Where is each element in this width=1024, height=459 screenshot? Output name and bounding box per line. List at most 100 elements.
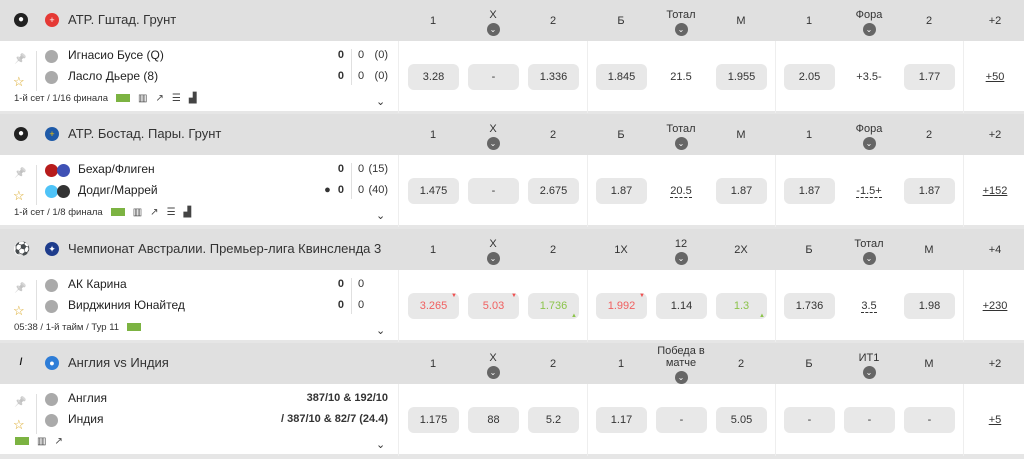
odds-button[interactable]: - [904, 407, 955, 433]
odds-button[interactable]: 3.28 [408, 64, 459, 90]
chevron-down-icon[interactable]: ⌄ [862, 137, 876, 150]
match-row[interactable]: 📌 ☆ Англия 387/10 & 192/10 Индия / 387/10 & 8… [0, 384, 1024, 456]
odds-button[interactable]: 1.14 [656, 293, 707, 319]
favorite-star-icon[interactable]: ☆ [13, 74, 25, 89]
odds-button[interactable]: 5.05 [716, 407, 767, 433]
team-name[interactable]: Игнасио Бусе (Q) [68, 48, 164, 62]
team-name[interactable]: Бехар/Флиген [78, 162, 155, 176]
lineup-icon[interactable]: ☰ [166, 207, 176, 218]
odds-button[interactable]: 1.87 [904, 178, 955, 204]
match-row[interactable]: 📌 ☆ АК Карина 0 0 Вирджиния Юнайтед 0 0 05:38 / … [0, 270, 1024, 342]
odds-button[interactable]: 1.475 [408, 178, 459, 204]
pin-icon[interactable]: 📌 [14, 54, 27, 65]
odds-value: 1.87 [610, 185, 633, 197]
odds-button[interactable]: 1.736 [784, 293, 835, 319]
expand-chevron-icon[interactable]: ⌄ [376, 96, 386, 108]
league-title[interactable]: ATP. Бостад. Пары. Грунт [68, 126, 222, 141]
chevron-down-icon[interactable]: ⌄ [862, 252, 876, 265]
column-header-label: ИТ1 [858, 352, 880, 364]
league-title[interactable]: ATP. Гштад. Грунт [68, 12, 177, 27]
odds-button[interactable]: 3.265 ▼ [408, 293, 459, 319]
team-avatar [57, 164, 70, 177]
more-markets-link[interactable]: +230 [982, 300, 1008, 312]
odds-button[interactable]: - [784, 407, 835, 433]
odds-button[interactable]: 1.845 [596, 64, 647, 90]
more-markets-link[interactable]: +50 [985, 71, 1005, 83]
field-icon[interactable] [15, 437, 29, 446]
match-info: 1-й сет / 1/8 финала ▥ ↗ ☰ ▟ [14, 207, 191, 218]
odds-value: - [679, 414, 684, 426]
pin-icon[interactable]: 📌 [14, 168, 27, 179]
odds-button[interactable]: - [844, 407, 895, 433]
odds-button[interactable]: 1.736 ▲ [528, 293, 579, 319]
odds-button[interactable]: 2.05 [784, 64, 835, 90]
team-name[interactable]: АК Карина [68, 277, 127, 291]
favorite-star-icon[interactable]: ☆ [13, 303, 25, 318]
odds-button[interactable]: 1.87 [596, 178, 647, 204]
odds-button[interactable]: 1.77 [904, 64, 955, 90]
team-name[interactable]: Индия [68, 412, 104, 426]
match-row[interactable]: 📌 ☆ Игнасио Бусе (Q) 0 0 (0) Ласло Дьере (8) 0 0… [0, 41, 1024, 113]
more-markets-link[interactable]: +5 [988, 414, 1002, 426]
expand-chevron-icon[interactable]: ⌄ [376, 439, 386, 451]
chevron-down-icon[interactable]: ⌄ [862, 366, 876, 379]
chevron-down-icon[interactable]: ⌄ [486, 366, 500, 379]
team-name[interactable]: Додиг/Маррей [78, 183, 158, 197]
stats-icon[interactable]: ▥ [37, 436, 47, 447]
team-name[interactable]: Ласло Дьере (8) [68, 69, 159, 83]
stats-icon[interactable]: ▥ [132, 207, 143, 218]
column-divider [775, 270, 776, 342]
odds-button[interactable]: 1.992 ▼ [596, 293, 647, 319]
chevron-down-icon[interactable]: ⌄ [486, 137, 500, 150]
odds-button[interactable]: 88 [468, 407, 519, 433]
chevron-down-icon[interactable]: ⌄ [486, 252, 500, 265]
team-score: 0 [338, 163, 344, 175]
score-main: 387/10 & 192/10 [306, 392, 388, 404]
expand-chevron-icon[interactable]: ⌄ [376, 210, 386, 222]
chart-icon[interactable]: ↗ [155, 93, 164, 104]
odds-button[interactable]: 1.336 [528, 64, 579, 90]
favorite-star-icon[interactable]: ☆ [13, 188, 25, 203]
odds-button[interactable]: 5.03 ▼ [468, 293, 519, 319]
favorite-star-icon[interactable]: ☆ [13, 417, 25, 432]
odds-button[interactable]: 1.17 [596, 407, 647, 433]
field-icon[interactable] [127, 323, 142, 332]
chevron-down-icon[interactable]: ⌄ [674, 23, 688, 36]
odds-button[interactable]: 1.98 [904, 293, 955, 319]
team-name[interactable]: Англия [68, 391, 107, 405]
chart-icon[interactable]: ↗ [54, 436, 63, 447]
chevron-down-icon[interactable]: ⌄ [486, 23, 500, 36]
chart-icon[interactable]: ↗ [150, 207, 159, 218]
expand-chevron-icon[interactable]: ⌄ [376, 325, 386, 337]
column-header: Тотал ⌄ [839, 238, 899, 265]
team-name[interactable]: Вирджиния Юнайтед [68, 298, 185, 312]
chevron-down-icon[interactable]: ⌄ [674, 252, 688, 265]
odds-button[interactable]: - [468, 178, 519, 204]
lineup-icon[interactable]: ☰ [171, 93, 181, 104]
chevron-down-icon[interactable]: ⌄ [862, 23, 876, 36]
odds-button[interactable]: 5.2 [528, 407, 579, 433]
chevron-down-icon[interactable]: ⌄ [674, 137, 688, 150]
pin-icon[interactable]: 📌 [14, 397, 27, 408]
league-title[interactable]: Чемпионат Австралии. Премьер-лига Квинсл… [68, 241, 382, 256]
match-status: 1-й сет / 1/16 финала [14, 93, 108, 104]
odds-button[interactable]: 1.87 [716, 178, 767, 204]
odds-button[interactable]: 2.675 [528, 178, 579, 204]
more-markets-link[interactable]: +152 [982, 185, 1008, 197]
odds-button[interactable]: 1.3 ▲ [716, 293, 767, 319]
column-divider [963, 155, 964, 227]
chevron-down-icon[interactable]: ⌄ [674, 371, 688, 384]
field-icon[interactable] [110, 208, 125, 217]
odds-button[interactable]: 1.175 [408, 407, 459, 433]
odds-button[interactable]: 1.87 [784, 178, 835, 204]
stats-icon[interactable]: ▥ [138, 93, 148, 104]
field-icon[interactable] [116, 94, 130, 103]
odds-button[interactable]: - [656, 407, 707, 433]
podium-icon[interactable]: ▟ [188, 93, 197, 104]
match-row[interactable]: 📌 ☆ Бехар/Флиген 0 0 (15) Додиг/Маррей ● 0 0 (40)… [0, 155, 1024, 227]
odds-button[interactable]: 1.955 [716, 64, 767, 90]
pin-icon[interactable]: 📌 [14, 283, 27, 294]
podium-icon[interactable]: ▟ [183, 207, 192, 218]
league-title[interactable]: Англия vs Индия [68, 355, 169, 370]
odds-button[interactable]: - [468, 64, 519, 90]
